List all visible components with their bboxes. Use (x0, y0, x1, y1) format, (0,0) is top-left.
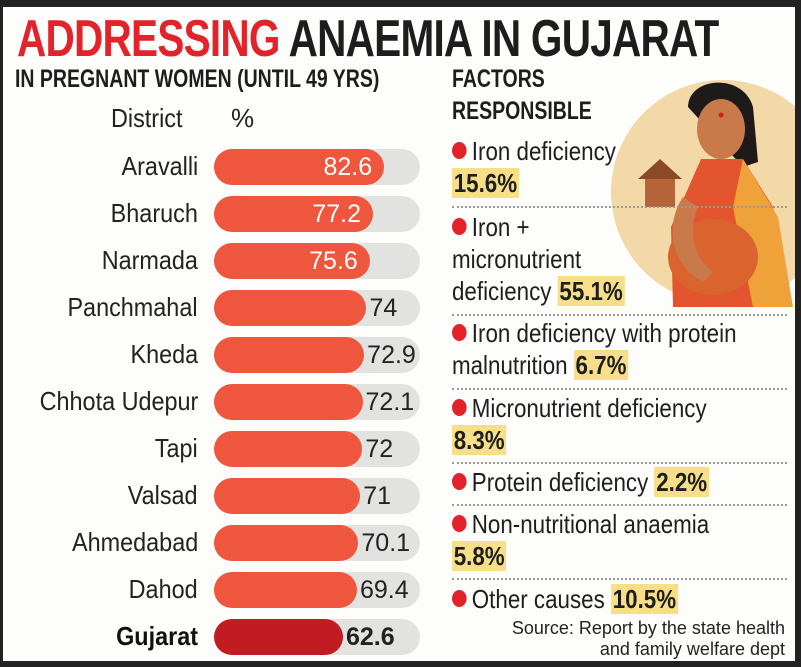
bar-track: 62.6 (214, 619, 420, 655)
divider (452, 462, 787, 464)
bar (214, 525, 359, 561)
value-label: 70.1 (361, 529, 411, 557)
bullet-icon (452, 590, 467, 607)
bar-track: 70.1 (214, 525, 420, 561)
value-label: 72.1 (365, 388, 415, 416)
bar-row: Chhota Udepur 72.1 (3, 384, 443, 420)
factor-iron-micronutrient: Iron + micronutrient deficiency 55.1% (452, 212, 625, 306)
bar-row: Ahmedabad 70.1 (3, 525, 443, 561)
value-label: 62.6 (345, 623, 395, 651)
bar-row: Dahod 69.4 (3, 572, 443, 608)
divider (452, 388, 787, 390)
bar-track: 72.1 (214, 384, 420, 420)
bar-track: 82.6 (214, 149, 420, 185)
divider (452, 578, 787, 580)
bar (214, 149, 385, 185)
value-label: 72.9 (367, 341, 416, 369)
percent-header: % (231, 103, 255, 133)
district-label: Kheda (130, 339, 198, 369)
bar-row: Kheda 72.9 (3, 337, 443, 373)
bullet-icon (452, 515, 467, 532)
bar-row: Tapi 72 (3, 431, 443, 467)
divider (452, 314, 787, 316)
factor-micronutrient: Micronutrient deficiency 8.3% (452, 393, 707, 455)
bar-row: Gujarat 62.6 (3, 619, 443, 655)
bar (214, 290, 367, 326)
bar (214, 619, 343, 655)
district-label: Narmada (101, 245, 198, 275)
bullet-icon (452, 218, 467, 235)
value-label: 69.4 (359, 576, 409, 604)
district-label: Valsad (128, 480, 198, 510)
bar (214, 431, 363, 467)
factor-other: Other causes 10.5% (452, 583, 715, 615)
factor-protein: Protein deficiency 2.2% (452, 466, 751, 498)
district-label: Panchmahal (67, 292, 198, 322)
chart-title: IN PREGNANT WOMEN (UNTIL 49 YRS) (15, 65, 380, 93)
bar (214, 478, 361, 514)
district-label: Dahod (129, 574, 198, 604)
bullet-icon (452, 473, 467, 490)
district-label: Ahmedabad (71, 527, 198, 557)
value-label: 72 (365, 435, 394, 463)
bar (214, 384, 363, 420)
bar-track: 72.9 (214, 337, 420, 373)
bar-track: 69.4 (214, 572, 420, 608)
district-label: Tapi (155, 433, 198, 463)
value-label: 75.6 (309, 247, 358, 275)
bullet-icon (452, 142, 467, 159)
district-label: Aravalli (121, 151, 198, 181)
bar (214, 337, 365, 373)
divider (452, 206, 787, 208)
value-label: 71 (363, 482, 392, 510)
bar-row: Valsad 71 (3, 478, 443, 514)
bar-row: Bharuch 77.2 (3, 196, 443, 232)
bar-track: 77.2 (214, 196, 420, 232)
bar (214, 196, 374, 232)
value-label: 74 (369, 294, 398, 322)
factors-heading-2: RESPONSIBLE (452, 97, 592, 125)
factor-non-nutritional: Non-nutritional anaemia 5.8% (452, 509, 710, 571)
factor-iron-protein: Iron deficiency with protein malnutrition… (452, 318, 737, 380)
district-label: Bharuch (110, 198, 198, 228)
factor-iron-deficiency: Iron deficiency 15.6% (452, 136, 616, 198)
pregnant-woman-illustration (611, 80, 795, 307)
bar-track: 74 (214, 290, 420, 326)
value-label: 77.2 (312, 200, 362, 228)
bar-track: 72 (214, 431, 420, 467)
factors-heading: FACTORS (452, 65, 545, 93)
divider (452, 504, 787, 506)
bar (214, 243, 370, 279)
bar-row: Narmada 75.6 (3, 243, 443, 279)
district-label: Chhota Udepur (39, 386, 198, 416)
source-note: Source: Report by the state health and fa… (511, 618, 785, 659)
district-label: Gujarat (116, 621, 198, 651)
bullet-icon (452, 324, 467, 341)
infographic: ADDRESSING ANAEMIA IN GUJARAT IN PREGNAN… (3, 7, 795, 661)
page-title: ADDRESSING ANAEMIA IN GUJARAT (17, 10, 719, 68)
bar (214, 572, 357, 608)
value-label: 82.6 (323, 153, 373, 181)
bar-row: Panchmahal 74 (3, 290, 443, 326)
district-header: District (111, 103, 183, 133)
bar-track: 71 (214, 478, 420, 514)
bar-track: 75.6 (214, 243, 420, 279)
bar-row: Aravalli 82.6 (3, 149, 443, 185)
bullet-icon (452, 399, 467, 416)
